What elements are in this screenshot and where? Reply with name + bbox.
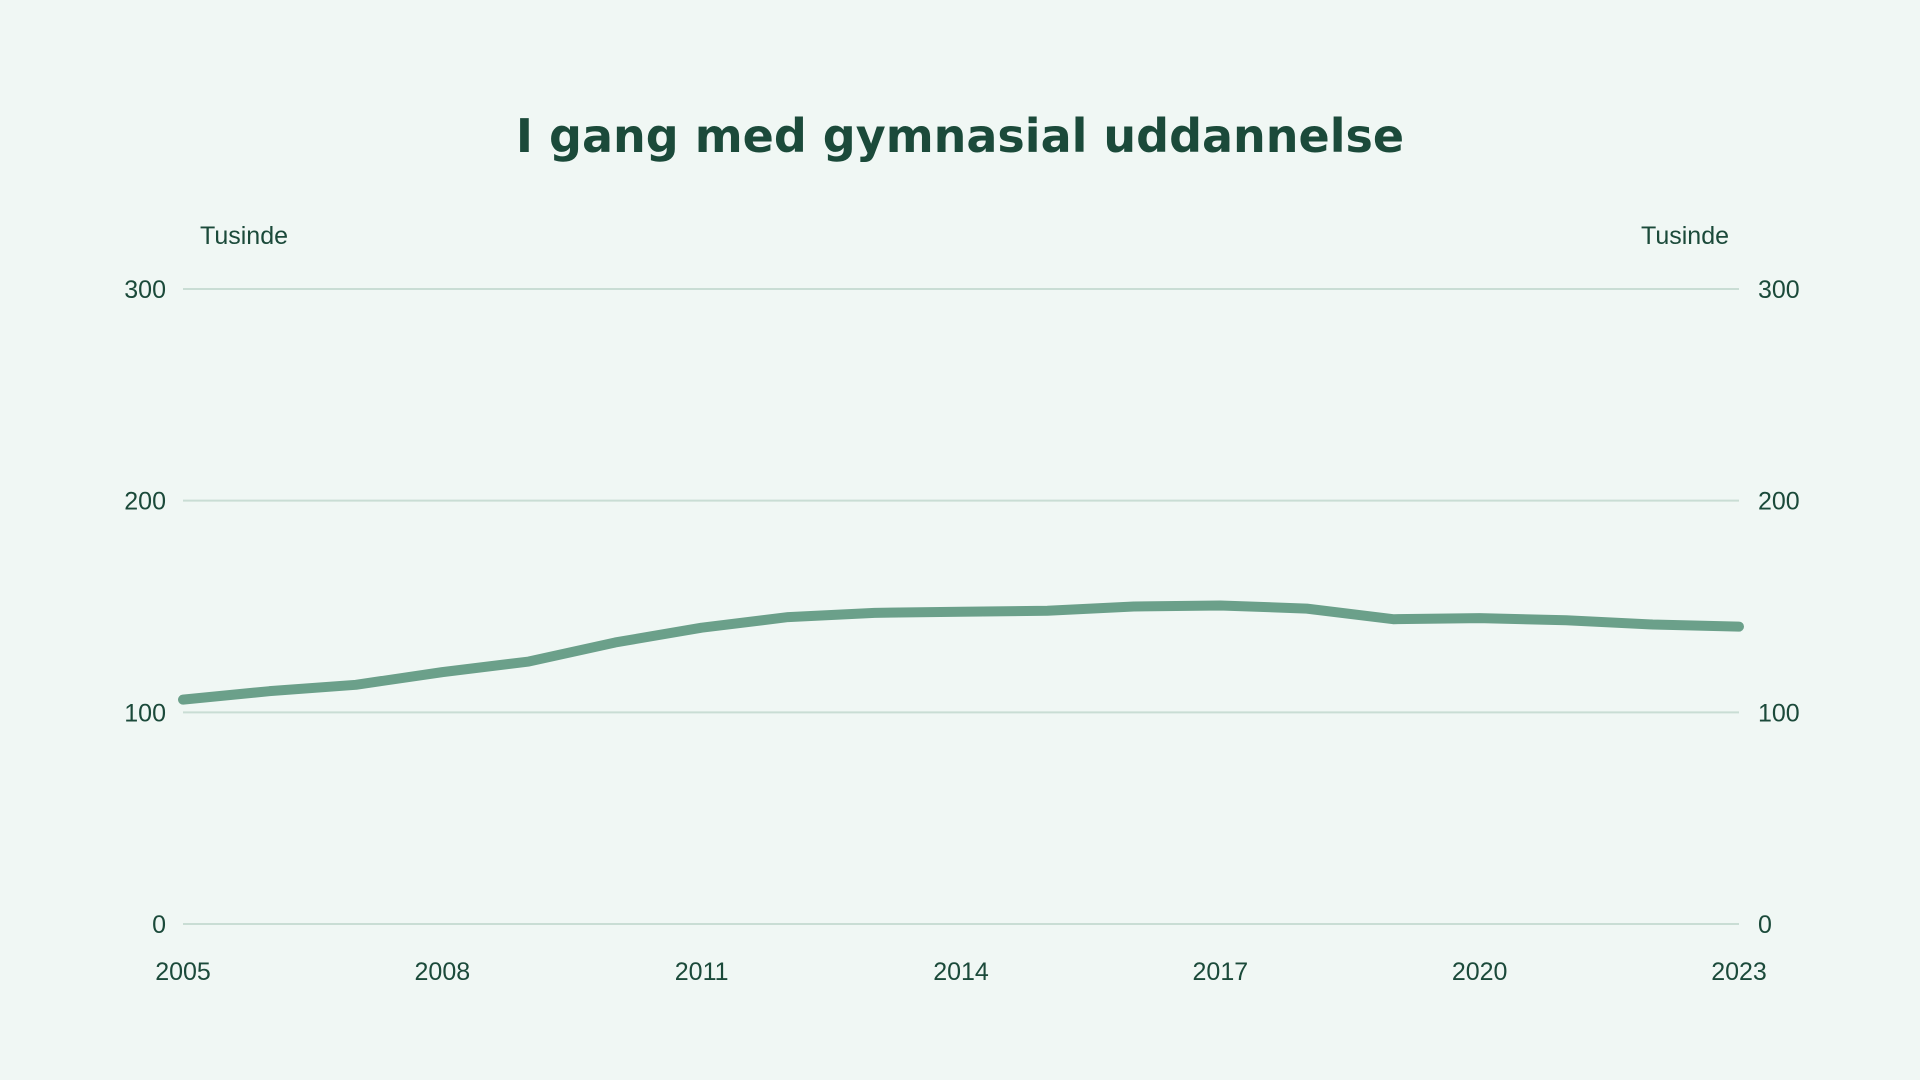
right-y-axis: 0 100 200 300 xyxy=(1758,276,1800,939)
series-line-0 xyxy=(178,600,1744,705)
left-axis-unit: Tusinde xyxy=(200,222,288,250)
y-tick-left-300: 300 xyxy=(124,276,166,304)
x-tick-2011: 2011 xyxy=(675,958,729,986)
chart-title: I gang med gymnasial uddannelse xyxy=(516,109,1404,163)
y-tick-right-100: 100 xyxy=(1758,699,1800,727)
y-tick-left-100: 100 xyxy=(124,699,166,727)
x-tick-2020: 2020 xyxy=(1452,958,1508,986)
series-layer xyxy=(178,600,1744,705)
x-tick-2005: 2005 xyxy=(155,958,211,986)
y-tick-right-200: 200 xyxy=(1758,488,1800,516)
x-tick-2008: 2008 xyxy=(415,958,471,986)
x-tick-2017: 2017 xyxy=(1193,958,1249,986)
gridlines xyxy=(183,288,1739,925)
x-axis: 2005 2008 2011 2014 2017 2020 2023 xyxy=(155,958,1767,986)
x-tick-2014: 2014 xyxy=(933,958,989,986)
left-y-axis: 0 100 200 300 xyxy=(124,276,166,939)
y-tick-right-0: 0 xyxy=(1758,911,1772,939)
y-tick-left-0: 0 xyxy=(152,911,166,939)
x-tick-2023: 2023 xyxy=(1711,958,1767,986)
y-tick-right-300: 300 xyxy=(1758,276,1800,304)
right-axis-unit: Tusinde xyxy=(1641,222,1729,250)
y-tick-left-200: 200 xyxy=(124,488,166,516)
